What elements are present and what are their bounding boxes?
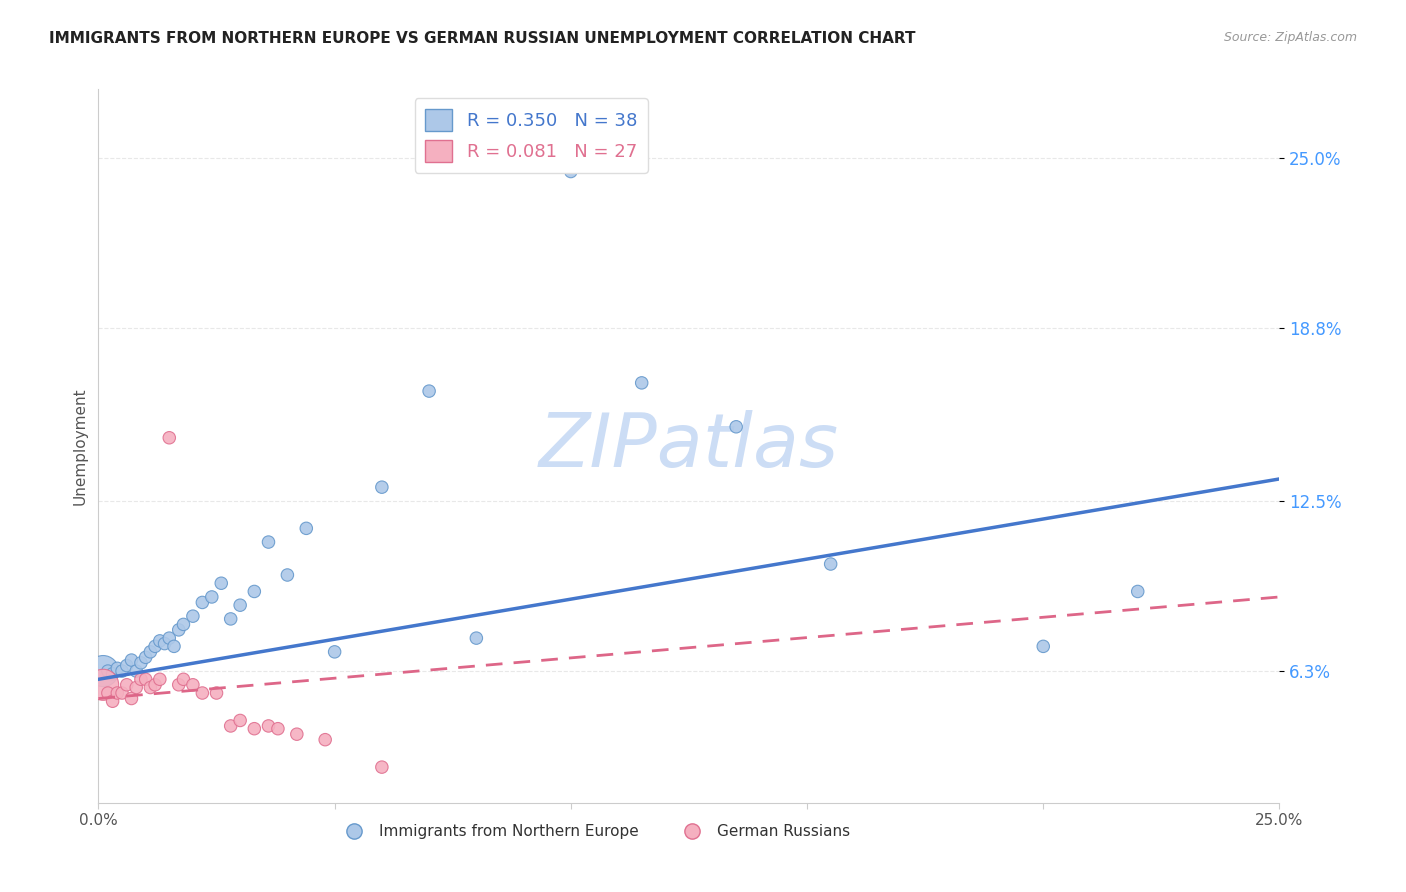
Point bbox=[129, 656, 152, 670]
Point bbox=[219, 612, 242, 626]
Point bbox=[157, 431, 180, 445]
Point bbox=[163, 640, 186, 654]
Point bbox=[314, 732, 336, 747]
Text: IMMIGRANTS FROM NORTHERN EUROPE VS GERMAN RUSSIAN UNEMPLOYMENT CORRELATION CHART: IMMIGRANTS FROM NORTHERN EUROPE VS GERMA… bbox=[49, 31, 915, 46]
Point bbox=[371, 480, 394, 494]
Point bbox=[229, 598, 252, 612]
Point bbox=[105, 661, 128, 675]
Point bbox=[191, 686, 214, 700]
Point bbox=[153, 637, 176, 651]
Point bbox=[181, 678, 204, 692]
Point bbox=[105, 686, 128, 700]
Point bbox=[149, 673, 172, 687]
Point bbox=[295, 521, 318, 535]
Point bbox=[143, 678, 166, 692]
Point bbox=[167, 678, 190, 692]
Point bbox=[371, 760, 394, 774]
Point bbox=[115, 678, 138, 692]
Point bbox=[91, 664, 114, 678]
Point bbox=[135, 650, 157, 665]
Point bbox=[229, 714, 252, 728]
Point bbox=[115, 658, 138, 673]
Point bbox=[129, 673, 152, 687]
Point bbox=[97, 686, 120, 700]
Point bbox=[243, 722, 266, 736]
Legend: Immigrants from Northern Europe, German Russians: Immigrants from Northern Europe, German … bbox=[333, 818, 856, 845]
Point bbox=[143, 640, 166, 654]
Point bbox=[149, 633, 172, 648]
Point bbox=[121, 691, 143, 706]
Point bbox=[139, 681, 162, 695]
Point bbox=[167, 623, 190, 637]
Point bbox=[219, 719, 242, 733]
Point bbox=[201, 590, 224, 604]
Point bbox=[820, 557, 842, 571]
Point bbox=[157, 631, 180, 645]
Text: ZIPatlas: ZIPatlas bbox=[538, 410, 839, 482]
Y-axis label: Unemployment: Unemployment bbox=[72, 387, 87, 505]
Point bbox=[97, 664, 120, 678]
Point bbox=[267, 722, 290, 736]
Point bbox=[101, 694, 124, 708]
Point bbox=[465, 631, 488, 645]
Point bbox=[257, 535, 280, 549]
Point bbox=[181, 609, 204, 624]
Point bbox=[111, 664, 134, 678]
Point bbox=[243, 584, 266, 599]
Point bbox=[125, 681, 148, 695]
Point bbox=[111, 686, 134, 700]
Point bbox=[135, 673, 157, 687]
Point bbox=[257, 719, 280, 733]
Point bbox=[323, 645, 346, 659]
Point bbox=[172, 673, 194, 687]
Point bbox=[285, 727, 308, 741]
Point bbox=[121, 653, 143, 667]
Text: Source: ZipAtlas.com: Source: ZipAtlas.com bbox=[1223, 31, 1357, 45]
Point bbox=[101, 666, 124, 681]
Point bbox=[91, 678, 114, 692]
Point bbox=[209, 576, 232, 591]
Point bbox=[125, 664, 148, 678]
Point bbox=[172, 617, 194, 632]
Point bbox=[1032, 640, 1054, 654]
Point bbox=[191, 595, 214, 609]
Point bbox=[725, 419, 748, 434]
Point bbox=[276, 568, 298, 582]
Point bbox=[560, 164, 582, 178]
Point bbox=[418, 384, 440, 398]
Point bbox=[139, 645, 162, 659]
Point bbox=[1126, 584, 1149, 599]
Point bbox=[205, 686, 228, 700]
Point bbox=[630, 376, 652, 390]
